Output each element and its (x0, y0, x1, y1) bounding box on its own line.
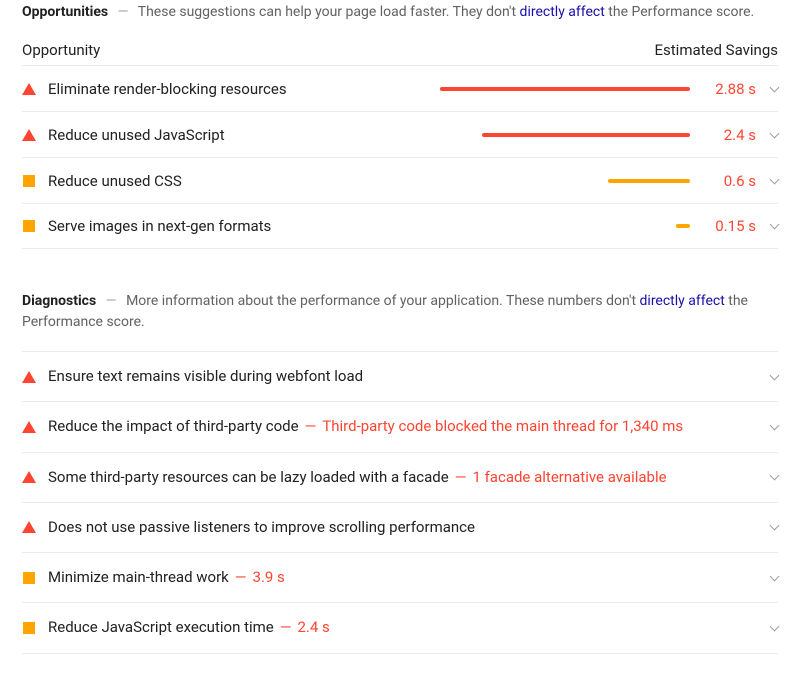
savings-value: 0.15 s (694, 217, 756, 235)
square-orange-icon (23, 220, 35, 232)
opportunity-label: Reduce unused CSS (48, 172, 192, 190)
diagnostic-row[interactable]: Minimize main-thread work—3.9 s (22, 552, 778, 602)
triangle-red-icon (22, 83, 36, 95)
opportunities-header: Opportunities — These suggestions can he… (22, 2, 778, 23)
diagnostic-row[interactable]: Does not use passive listeners to improv… (22, 502, 778, 552)
opportunity-row[interactable]: Serve images in next-gen formats 0.15 s (22, 203, 778, 249)
chevron-down-icon (770, 621, 780, 631)
diagnostics-title: Diagnostics (22, 293, 96, 309)
diagnostic-label: Ensure text remains visible during webfo… (48, 365, 756, 388)
opportunities-desc-before: These suggestions can help your page loa… (138, 4, 516, 20)
diagnostic-label: Some third-party resources can be lazy l… (48, 466, 756, 489)
chevron-down-icon (770, 420, 780, 430)
opportunities-title: Opportunities (22, 4, 108, 20)
square-orange-icon (23, 572, 35, 584)
diagnostics-desc-before: More information about the performance o… (126, 293, 636, 309)
opportunity-label: Reduce unused JavaScript (48, 126, 235, 144)
savings-bar-cell (281, 224, 694, 228)
diagnostic-row[interactable]: Ensure text remains visible during webfo… (22, 351, 778, 401)
triangle-red-icon (22, 371, 36, 383)
diagnostic-highlight: 2.4 s (297, 618, 329, 636)
square-orange-icon (23, 175, 35, 187)
chevron-down-icon (770, 521, 780, 531)
opportunity-label: Serve images in next-gen formats (48, 217, 281, 235)
chevron-down-icon (770, 471, 780, 481)
diagnostic-label: Minimize main-thread work—3.9 s (48, 566, 756, 589)
savings-bar-cell (192, 179, 694, 183)
savings-bar (482, 133, 690, 137)
directly-affect-link-2[interactable]: directly affect (640, 293, 725, 309)
diagnostics-header: Diagnostics — More information about the… (22, 291, 778, 333)
savings-bar (608, 179, 690, 183)
opportunity-row[interactable]: Reduce unused JavaScript 2.4 s (22, 111, 778, 157)
savings-bar (440, 87, 690, 91)
savings-bar (676, 224, 690, 228)
triangle-red-icon (22, 421, 36, 433)
directly-affect-link[interactable]: directly affect (520, 4, 605, 20)
square-orange-icon (23, 622, 35, 634)
diagnostics-list: Ensure text remains visible during webfo… (22, 351, 778, 654)
opportunity-row[interactable]: Eliminate render-blocking resources 2.88 … (22, 65, 778, 111)
triangle-red-icon (22, 471, 36, 483)
savings-bar-cell (235, 133, 694, 137)
diagnostic-row[interactable]: Some third-party resources can be lazy l… (22, 452, 778, 502)
triangle-red-icon (22, 129, 36, 141)
chevron-down-icon (770, 128, 780, 138)
opportunity-row[interactable]: Reduce unused CSS 0.6 s (22, 157, 778, 203)
col-savings-header: Estimated Savings (655, 41, 779, 59)
diagnostic-label: Reduce the impact of third-party code—Th… (48, 415, 756, 438)
opportunities-table-head: Opportunity Estimated Savings (22, 41, 778, 65)
savings-value: 0.6 s (694, 172, 756, 190)
diagnostic-row[interactable]: Reduce the impact of third-party code—Th… (22, 401, 778, 451)
diagnostic-label: Reduce JavaScript execution time—2.4 s (48, 616, 756, 639)
chevron-down-icon (770, 571, 780, 581)
opportunities-list: Eliminate render-blocking resources 2.88 … (22, 65, 778, 249)
triangle-red-icon (22, 521, 36, 533)
chevron-down-icon (770, 174, 780, 184)
chevron-down-icon (770, 82, 780, 92)
chevron-down-icon (770, 370, 780, 380)
opportunity-label: Eliminate render-blocking resources (48, 80, 297, 98)
diagnostic-highlight: Third-party code blocked the main thread… (322, 417, 683, 435)
diagnostic-highlight: 3.9 s (253, 568, 285, 586)
savings-bar-cell (297, 87, 694, 91)
savings-value: 2.4 s (694, 126, 756, 144)
diagnostic-row[interactable]: Reduce JavaScript execution time—2.4 s (22, 602, 778, 653)
col-opportunity-header: Opportunity (22, 41, 655, 59)
diagnostic-highlight: 1 facade alternative available (472, 468, 666, 486)
savings-value: 2.88 s (694, 80, 756, 98)
opportunities-desc-after: the Performance score. (608, 4, 754, 20)
diagnostic-label: Does not use passive listeners to improv… (48, 516, 756, 539)
chevron-down-icon (770, 220, 780, 230)
